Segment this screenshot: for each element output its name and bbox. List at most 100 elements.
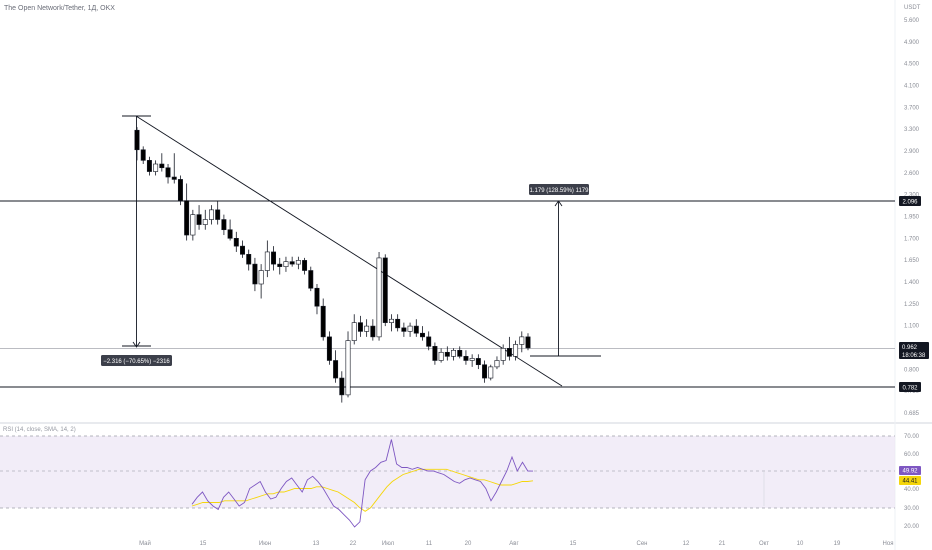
price-tick-label: 3.700 (904, 105, 920, 111)
candle-body[interactable] (351, 322, 357, 341)
price-tick-label: 1.650 (904, 258, 920, 264)
currency-label: USDT (904, 5, 921, 11)
time-tick-label: 15 (570, 541, 577, 547)
candle-body[interactable] (519, 336, 525, 345)
rsi-ma-line (191, 468, 534, 512)
candle-body[interactable] (233, 237, 239, 247)
candle-body[interactable] (494, 360, 500, 368)
candle-body[interactable] (420, 332, 425, 338)
candle-body[interactable] (277, 263, 283, 267)
candle-body[interactable] (395, 318, 401, 329)
candle-body[interactable] (134, 129, 140, 151)
candle-body[interactable] (246, 254, 252, 265)
candle-body[interactable] (202, 219, 208, 225)
candle-body[interactable] (140, 149, 146, 161)
candle-body[interactable] (482, 364, 488, 379)
candle-body[interactable] (500, 348, 506, 361)
candle-body[interactable] (438, 351, 444, 361)
candle-body[interactable] (401, 327, 407, 332)
rsi-tick-label: 30.00 (904, 506, 920, 512)
candle-body[interactable] (457, 349, 463, 357)
current-price-label: 0.962 (902, 345, 918, 351)
trendline[interactable] (135, 115, 563, 387)
candle-body[interactable] (388, 318, 394, 323)
candle-body[interactable] (475, 358, 481, 366)
measure-down-label: −2.316 (−70.65%) −2316 (103, 359, 170, 365)
candle-body[interactable] (165, 167, 171, 178)
rsi-tick-label: 70.00 (904, 434, 920, 440)
candle-body[interactable] (382, 257, 388, 323)
candle-body[interactable] (215, 209, 221, 220)
candle-body[interactable] (227, 229, 233, 239)
resistance-price-tag (899, 196, 921, 206)
candle-body[interactable] (506, 348, 512, 357)
candle-body[interactable] (463, 356, 469, 361)
measure-up-label: 1.179 (128.59%) 1179 (530, 188, 590, 194)
candle-body[interactable] (289, 261, 295, 265)
price-tick-label: 1.250 (904, 302, 920, 308)
candle-body[interactable] (295, 260, 301, 265)
candle-body[interactable] (240, 245, 245, 255)
candle-body[interactable] (177, 179, 183, 201)
measure-down-label-bg (101, 355, 172, 366)
candle-body[interactable] (258, 270, 264, 285)
rsi-tick-label: 60.00 (904, 452, 920, 458)
time-tick-label: 22 (350, 541, 357, 547)
candle-body[interactable] (407, 325, 413, 332)
time-tick-label: Окт (759, 541, 769, 547)
candle-body[interactable] (302, 260, 308, 271)
candle-body[interactable] (525, 336, 531, 349)
candle-body[interactable] (451, 349, 456, 357)
candle-body[interactable] (513, 344, 519, 357)
candle-body[interactable] (159, 163, 165, 169)
rsi-ma-label: 44.41 (902, 479, 918, 485)
price-tick-label: 4.900 (904, 40, 920, 46)
candle-body[interactable] (326, 336, 332, 361)
candle-body[interactable] (171, 176, 177, 180)
candle-body[interactable] (432, 346, 438, 361)
rsi-tick-label: 20.00 (904, 524, 920, 530)
candle-body[interactable] (444, 351, 450, 357)
candle-body[interactable] (364, 325, 370, 332)
candle-body[interactable] (184, 200, 190, 236)
time-tick-label: Май (139, 540, 151, 547)
resistance-price-label: 2.096 (902, 200, 918, 206)
candle-body[interactable] (308, 270, 314, 289)
time-tick-label: Ноя (883, 541, 894, 547)
price-tick-label: 0.800 (904, 367, 920, 373)
candle-body[interactable] (196, 214, 202, 225)
candle-body[interactable] (426, 336, 432, 347)
rsi-band (0, 436, 895, 508)
candle-body[interactable] (153, 163, 159, 172)
candle-body[interactable] (252, 263, 258, 285)
candle-body[interactable] (209, 209, 214, 220)
current-price-tag (899, 342, 929, 359)
candle-body[interactable] (413, 325, 419, 334)
candle-body[interactable] (339, 377, 345, 396)
symbol-title: The Open Network/Tether, 1Д, OKX (4, 5, 115, 12)
candle-body[interactable] (314, 287, 320, 307)
time-tick-label: Июл (382, 541, 395, 547)
time-tick-label: 21 (719, 541, 726, 547)
candle-body[interactable] (488, 366, 494, 379)
time-tick-label: 20 (465, 541, 472, 547)
candle-body[interactable] (271, 251, 277, 265)
time-tick-label: Сен (637, 541, 648, 547)
candle-body[interactable] (190, 214, 196, 236)
time-tick-label: 11 (426, 541, 433, 547)
candle-body[interactable] (376, 257, 382, 338)
time-tick-label: Июн (259, 541, 271, 547)
candle-body[interactable] (320, 305, 326, 338)
candle-body[interactable] (221, 219, 227, 231)
candle-body[interactable] (283, 261, 289, 267)
candle-body[interactable] (333, 360, 339, 379)
price-tick-label: 0.750 (904, 389, 920, 395)
candle-body[interactable] (146, 160, 152, 172)
time-tick-label: Авг (509, 541, 519, 547)
candle-body[interactable] (264, 251, 270, 271)
candle-body[interactable] (469, 358, 475, 361)
candle-body[interactable] (370, 325, 376, 338)
candle-body[interactable] (357, 322, 363, 332)
candle-body[interactable] (345, 340, 351, 396)
